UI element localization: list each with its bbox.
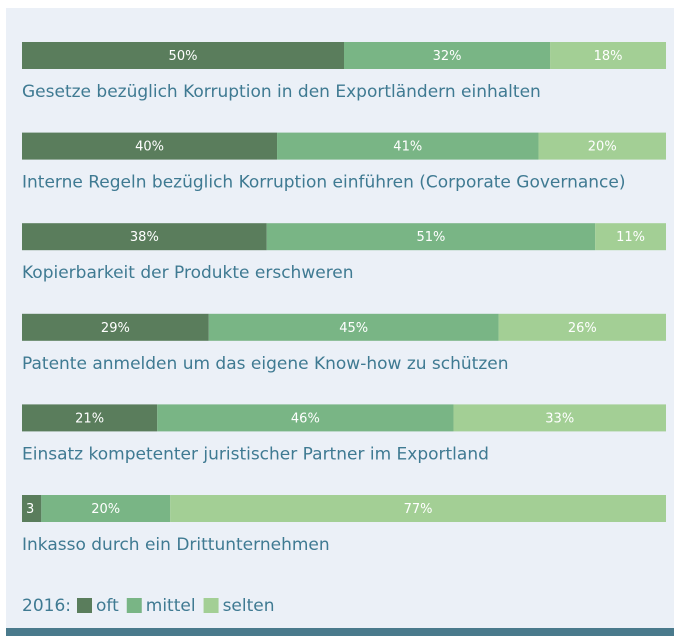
bar-segment xyxy=(22,495,42,522)
value-label: 51% xyxy=(416,230,445,245)
bar-segment xyxy=(208,313,499,341)
value-label: 20% xyxy=(588,140,617,155)
value-label: 3 xyxy=(26,502,34,517)
legend-title: 2016: xyxy=(22,596,71,616)
value-label: 45% xyxy=(339,321,368,336)
value-label: 38% xyxy=(130,230,159,245)
value-label: 77% xyxy=(404,502,433,517)
bar-segment xyxy=(22,313,209,341)
category-label: Interne Regeln bezüglich Korruption einf… xyxy=(22,173,625,193)
bar-segment xyxy=(22,42,344,69)
bar-segment xyxy=(41,495,171,522)
bar-segment xyxy=(266,223,596,251)
legend-swatch xyxy=(77,598,92,613)
value-label: 41% xyxy=(393,140,422,155)
bar-segment xyxy=(344,42,551,69)
category-label: Inkasso durch ein Drittunternehmen xyxy=(22,535,330,555)
bar-segment xyxy=(277,132,539,160)
value-label: 29% xyxy=(101,321,130,336)
legend-label: oft xyxy=(96,596,119,616)
value-label: 32% xyxy=(433,49,462,64)
category-label: Kopierbarkeit der Produkte erschweren xyxy=(22,263,354,283)
bar-segment xyxy=(538,132,666,160)
value-label: 21% xyxy=(75,411,104,426)
footer-bar xyxy=(6,628,674,636)
legend-swatch xyxy=(203,598,219,613)
bar-segment xyxy=(170,495,666,522)
bar-segment xyxy=(22,132,278,160)
value-label: 50% xyxy=(169,49,198,64)
value-label: 46% xyxy=(291,411,320,426)
value-label: 20% xyxy=(91,502,120,517)
bar-segment xyxy=(22,404,158,432)
bar-segment xyxy=(157,404,454,432)
bar-segment xyxy=(453,404,666,432)
legend-swatch xyxy=(126,598,142,613)
value-label: 40% xyxy=(135,140,164,155)
category-label: Patente anmelden um das eigene Know-how … xyxy=(22,354,509,374)
bar-segment xyxy=(550,42,666,69)
value-label: 33% xyxy=(545,411,574,426)
bar-segment xyxy=(22,223,267,251)
legend-label: selten xyxy=(223,596,275,616)
bar-segment xyxy=(595,223,666,251)
value-label: 18% xyxy=(594,49,623,64)
category-label: Einsatz kompetenter juristischer Partner… xyxy=(22,444,489,464)
value-label: 11% xyxy=(616,230,645,245)
value-label: 26% xyxy=(568,321,597,336)
bar-segment xyxy=(498,313,666,341)
legend-label: mittel xyxy=(146,596,196,616)
category-label: Gesetze bezüglich Korruption in den Expo… xyxy=(22,82,541,102)
